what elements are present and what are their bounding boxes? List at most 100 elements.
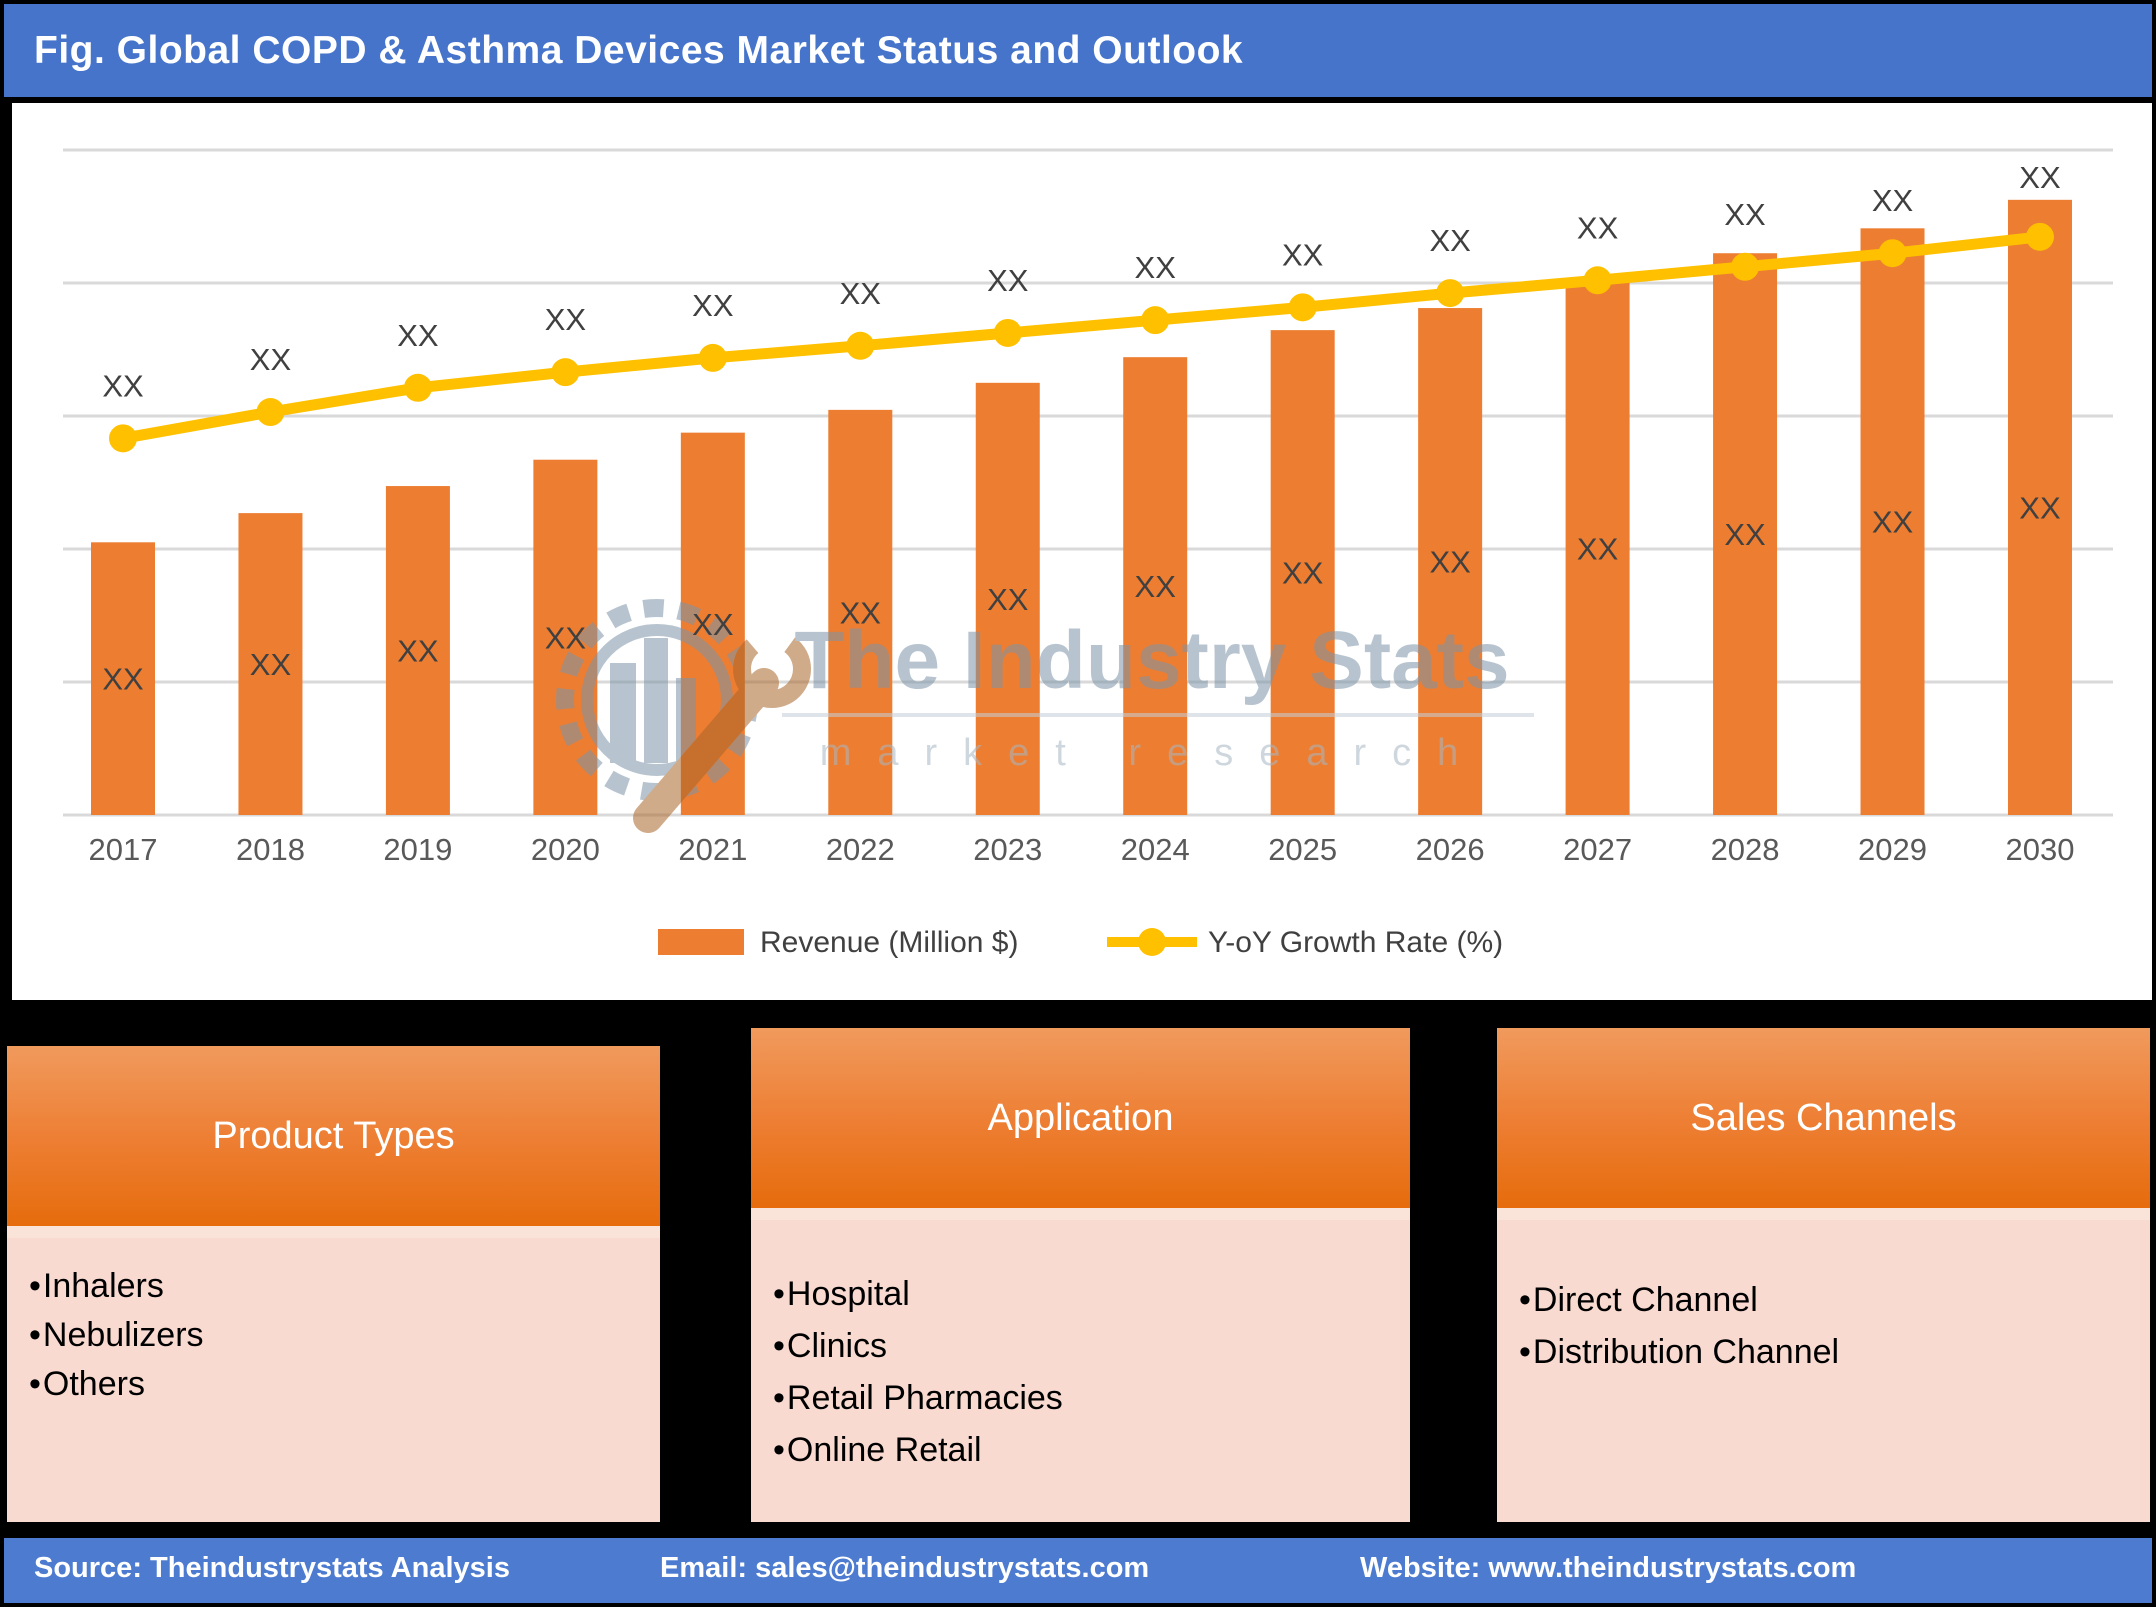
header-separator xyxy=(4,97,2152,103)
watermark-tagline-text: market research xyxy=(820,732,1485,774)
growth-value-label: XX xyxy=(397,318,439,353)
growth-value-label: XX xyxy=(1135,250,1177,285)
growth-value-label: XX xyxy=(692,288,734,323)
panel-body: •Inhalers •Nebulizers •Others xyxy=(7,1226,660,1522)
growth-value-label: XX xyxy=(102,368,144,403)
line-marker-2030 xyxy=(2025,222,2054,251)
list-item: •Retail Pharmacies xyxy=(773,1379,1063,1417)
x-axis-label-2028: 2028 xyxy=(1711,832,1780,867)
panel-sales-channels: Sales Channels •Direct Channel •Distribut… xyxy=(1497,1028,2150,1522)
growth-value-label: XX xyxy=(840,276,882,311)
bar-2023 xyxy=(975,382,1040,815)
panel-body: •Hospital •Clinics •Retail Pharmacies •Onli… xyxy=(751,1208,1410,1522)
x-axis-label-2019: 2019 xyxy=(383,832,452,867)
line-marker-2024 xyxy=(1141,306,1170,335)
line-marker-2022 xyxy=(846,331,875,360)
watermark-brand-text: The Industry Stats xyxy=(794,615,1509,706)
footer-bar: Source: Theindustrystats Analysis Email:… xyxy=(4,1538,2152,1603)
bullet-icon: • xyxy=(773,1379,785,1417)
growth-value-label: XX xyxy=(1282,237,1324,272)
x-axis-label-2018: 2018 xyxy=(236,832,305,867)
bullet-icon: • xyxy=(29,1365,41,1403)
bar-value-label: XX xyxy=(1282,556,1324,591)
chart-legend: Revenue (Million $) Y-oY Growth Rate (%) xyxy=(658,926,1503,959)
panel-body: •Direct Channel •Distribution Channel xyxy=(1497,1208,2150,1522)
line-marker-2019 xyxy=(403,373,432,402)
x-axis-label-2024: 2024 xyxy=(1121,832,1190,867)
growth-value-label: XX xyxy=(1724,197,1766,232)
line-marker-2021 xyxy=(698,343,727,372)
panel-item-list: •Inhalers •Nebulizers •Others xyxy=(29,1262,660,1409)
growth-value-label: XX xyxy=(2019,160,2061,195)
x-axis-label-2027: 2027 xyxy=(1563,832,1632,867)
x-axis-label-2030: 2030 xyxy=(2005,832,2074,867)
list-item: •Inhalers xyxy=(29,1267,164,1305)
footer-website: Website: www.theindustrystats.com xyxy=(1360,1552,1857,1584)
bar-value-label: XX xyxy=(2019,490,2061,525)
panel-application: Application •Hospital •Clinics •Retail Pha… xyxy=(751,1028,1410,1522)
title-bar: Fig. Global COPD & Asthma Devices Market… xyxy=(4,4,2152,97)
bar-2017 xyxy=(91,542,155,815)
bar-value-label: XX xyxy=(1577,531,1619,566)
line-marker-2027 xyxy=(1583,266,1612,295)
bar-2018 xyxy=(238,513,303,815)
bar-2028 xyxy=(1713,253,1778,815)
legend-line-label: Y-oY Growth Rate (%) xyxy=(1208,926,1503,959)
panel-product-types: Product Types •Inhalers •Nebulizers •Other… xyxy=(7,1046,660,1522)
data-labels: XX XX XX XX XX XX XX XX XX XX XX XX XX XX XX XX XX XX XX XX… xyxy=(102,160,2061,697)
list-item: •Direct Channel xyxy=(1519,1281,1758,1319)
legend-bar-swatch xyxy=(658,929,744,955)
bar-2019 xyxy=(385,486,450,815)
panel-header: Sales Channels xyxy=(1497,1028,2150,1208)
growth-value-label: XX xyxy=(987,263,1029,298)
bar-value-label: XX xyxy=(692,607,734,642)
list-item: •Distribution Channel xyxy=(1519,1333,1840,1371)
growth-value-label: XX xyxy=(250,342,292,377)
line-marker-2017 xyxy=(109,424,137,453)
list-item: •Online Retail xyxy=(773,1431,982,1469)
bar-value-label: XX xyxy=(1429,545,1471,580)
x-axis-label-2020: 2020 xyxy=(531,832,600,867)
segments-section: Product Types •Inhalers •Nebulizers •Other… xyxy=(4,1000,2152,1538)
bar-2025 xyxy=(1270,330,1335,815)
panel-title: Application xyxy=(987,1096,1174,1139)
growth-value-label: XX xyxy=(1429,223,1471,258)
legend-bar-label: Revenue (Million $) xyxy=(760,926,1018,959)
panel-item-list: •Direct Channel •Distribution Channel xyxy=(1519,1274,2150,1378)
bar-value-label: XX xyxy=(1135,569,1177,604)
line-marker-2026 xyxy=(1436,279,1465,308)
bar-value-label: XX xyxy=(987,582,1029,617)
growth-value-label: XX xyxy=(1577,210,1619,245)
bar-value-label: XX xyxy=(545,620,587,655)
bar-2027 xyxy=(1565,281,1630,815)
bullet-icon: • xyxy=(773,1275,785,1313)
bullet-icon: • xyxy=(1519,1281,1531,1319)
bar-value-label: XX xyxy=(250,647,292,682)
bar-2026 xyxy=(1418,308,1483,815)
wrench-icon xyxy=(633,668,779,833)
line-marker-2028 xyxy=(1731,252,1760,281)
x-axis-label-2022: 2022 xyxy=(826,832,895,867)
bar-2030 xyxy=(2007,199,2072,815)
revenue-bars xyxy=(91,199,2072,815)
panel-header: Application xyxy=(751,1028,1410,1208)
footer-source: Source: Theindustrystats Analysis xyxy=(34,1552,510,1584)
bar-value-label: XX xyxy=(1872,505,1914,540)
list-item: •Clinics xyxy=(773,1327,888,1365)
bullet-icon: • xyxy=(1519,1333,1531,1371)
bullet-icon: • xyxy=(773,1327,785,1365)
panel-title: Product Types xyxy=(212,1114,455,1157)
bar-2022 xyxy=(828,409,893,815)
bullet-icon: • xyxy=(773,1431,785,1469)
growth-value-label: XX xyxy=(1872,183,1914,218)
bar-2024 xyxy=(1123,357,1188,815)
growth-line xyxy=(109,222,2054,453)
line-marker-2023 xyxy=(993,318,1022,347)
x-axis-label-2025: 2025 xyxy=(1268,832,1337,867)
x-axis-label-2029: 2029 xyxy=(1858,832,1927,867)
line-marker-2029 xyxy=(1878,239,1907,268)
line-marker-2020 xyxy=(551,358,580,387)
bullet-icon: • xyxy=(29,1267,41,1305)
growth-value-label: XX xyxy=(545,302,587,337)
